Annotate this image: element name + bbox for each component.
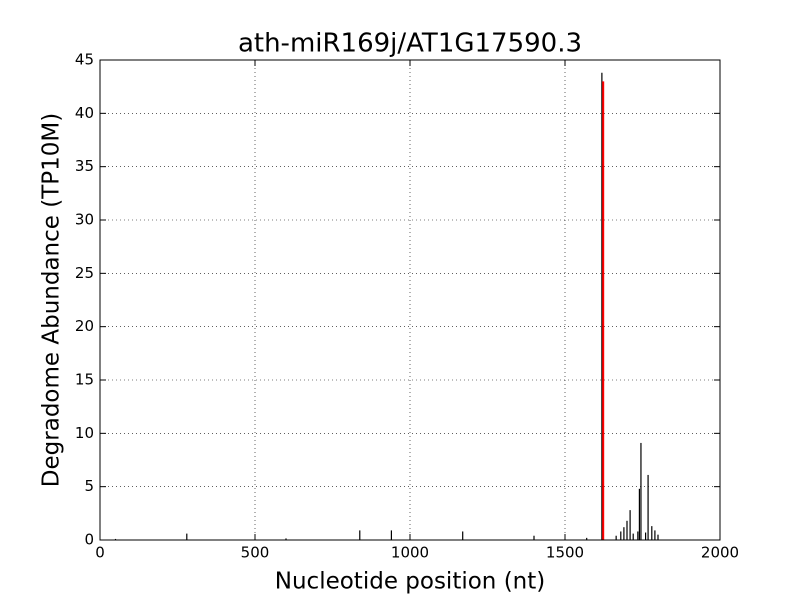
y-tick-label: 35: [75, 157, 94, 175]
x-tick-label: 0: [95, 544, 105, 562]
y-tick-label: 25: [75, 264, 94, 282]
y-tick-label: 45: [75, 51, 94, 69]
plot-area: [99, 59, 721, 541]
y-tick-label: 40: [75, 104, 94, 122]
y-tick-label: 0: [84, 531, 94, 549]
y-tick-label: 20: [75, 317, 94, 335]
y-tick-label: 10: [75, 424, 94, 442]
x-tick-label: 2000: [701, 544, 739, 562]
y-tick-label: 15: [75, 371, 94, 389]
x-tick-label: 1000: [391, 544, 429, 562]
x-tick-label: 500: [241, 544, 270, 562]
y-tick-label: 30: [75, 211, 94, 229]
y-axis-label: Degradome Abundance (TP10M): [39, 113, 65, 487]
y-tick-label: 5: [84, 477, 94, 495]
chart-title: ath-miR169j/AT1G17590.3: [238, 29, 582, 59]
x-tick-label: 1500: [546, 544, 584, 562]
x-axis-label: Nucleotide position (nt): [275, 569, 545, 595]
